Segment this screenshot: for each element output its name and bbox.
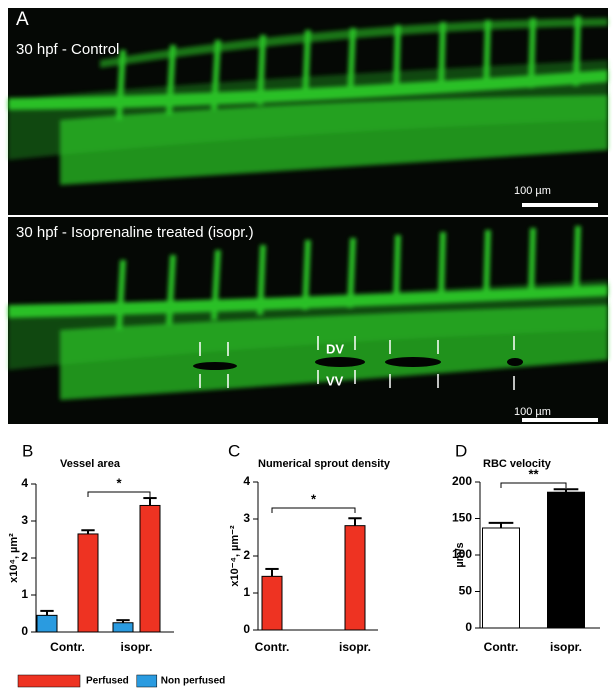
y-tick-label: 1 xyxy=(21,587,28,601)
vessels xyxy=(8,16,608,185)
significance-bracket xyxy=(271,507,356,513)
significance-label: * xyxy=(311,491,317,506)
panel-label: C xyxy=(228,441,240,460)
scale-bar xyxy=(522,418,598,422)
y-tick-label: 3 xyxy=(243,511,250,525)
bar xyxy=(139,504,161,633)
panel-label: D xyxy=(455,441,467,460)
y-tick-label: 0 xyxy=(21,624,28,638)
vessel-label: DV xyxy=(326,341,344,356)
y-tick-label: 200 xyxy=(452,474,472,488)
bar xyxy=(77,533,99,633)
bar xyxy=(112,622,134,633)
bar xyxy=(344,525,366,631)
x-tick-label: isopr. xyxy=(339,640,371,654)
arrows xyxy=(199,336,515,390)
y-tick-label: 100 xyxy=(452,547,472,561)
scale-bar-label: 100 µm xyxy=(514,185,551,197)
image-caption: 30 hpf - Control xyxy=(16,41,119,58)
chart-title: Vessel area xyxy=(60,458,121,470)
bar xyxy=(36,614,58,633)
vessel-gaps xyxy=(193,357,523,370)
legend-swatch xyxy=(136,674,158,688)
significance-label: ** xyxy=(528,466,539,481)
image-panel: A 30 hpf - Control 100 µm xyxy=(8,8,608,215)
legend-label: Perfused xyxy=(86,676,129,687)
y-tick-label: 4 xyxy=(21,476,28,490)
scale-bar xyxy=(522,203,598,207)
y-tick-label: 0 xyxy=(243,622,250,636)
vessel-label: VV xyxy=(326,373,344,388)
y-tick-label: 2 xyxy=(21,550,28,564)
y-axis-label: x10⁻⁴, µm⁻² xyxy=(229,525,241,587)
legend-swatch xyxy=(17,674,81,688)
bar xyxy=(482,527,520,629)
panel-label: B xyxy=(22,441,33,460)
figure-label: A xyxy=(16,9,29,30)
x-tick-label: isopr. xyxy=(120,640,152,654)
y-axis-label: µm/s xyxy=(454,542,466,567)
x-tick-label: Contr. xyxy=(484,640,519,654)
significance-bracket xyxy=(87,491,151,497)
vessels xyxy=(8,226,608,400)
legend-label: Non perfused xyxy=(161,676,225,687)
x-tick-label: isopr. xyxy=(550,640,582,654)
y-tick-label: 150 xyxy=(452,511,472,525)
bar xyxy=(547,491,585,629)
image-panel: 30 hpf - Isoprenaline treated (isopr.) D… xyxy=(8,217,608,424)
image-caption: 30 hpf - Isoprenaline treated (isopr.) xyxy=(16,224,254,241)
y-tick-label: 0 xyxy=(465,620,472,634)
x-tick-label: Contr. xyxy=(255,640,290,654)
y-tick-label: 50 xyxy=(459,584,473,598)
y-tick-label: 2 xyxy=(243,548,250,562)
y-tick-label: 1 xyxy=(243,585,250,599)
scale-bar-label: 100 µm xyxy=(514,406,551,418)
chart-title: Numerical sprout density xyxy=(258,458,391,470)
y-tick-label: 4 xyxy=(243,474,250,488)
y-axis-label: x10⁴, µm² xyxy=(8,533,20,583)
bar xyxy=(261,575,283,631)
significance-label: * xyxy=(116,475,122,490)
chart-title: RBC velocity xyxy=(483,458,552,470)
y-tick-label: 3 xyxy=(21,513,28,527)
significance-bracket xyxy=(500,482,567,488)
x-tick-label: Contr. xyxy=(50,640,85,654)
